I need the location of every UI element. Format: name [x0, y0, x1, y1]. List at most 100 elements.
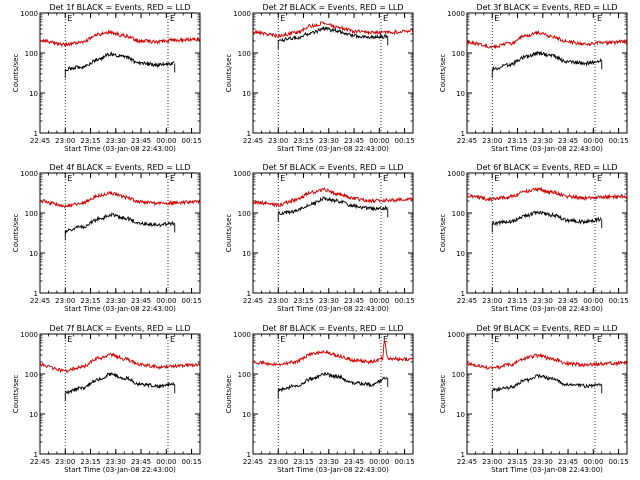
x-tick-label: 23:00: [268, 297, 288, 305]
series-events-line: [492, 373, 602, 393]
x-tick-label: 23:45: [131, 297, 151, 305]
x-tick-label: 00:15: [608, 297, 628, 305]
y-axis-label: Counts/sec: [225, 375, 233, 414]
event-marker-label: E: [494, 174, 499, 183]
panel-title: Det 9f BLACK = Events, RED = LLD: [476, 324, 617, 333]
series-lld-line: [252, 21, 414, 39]
x-tick-label: 00:15: [394, 458, 414, 466]
x-tick-label: 23:30: [319, 297, 339, 305]
x-axis-label: Start Time (03-Jan-08 22:43:00): [64, 305, 176, 313]
x-tick-label: 22:45: [243, 137, 263, 145]
panel-det-6f: Det 6f BLACK = Events, RED = LLD 1 10 100 10…: [439, 163, 629, 313]
y-axis-label: Counts/sec: [225, 54, 233, 93]
y-axis-label: Counts/sec: [12, 214, 20, 253]
event-marker-label: E: [597, 174, 602, 183]
plot-frame: [39, 172, 201, 294]
y-tick-label: 1000: [233, 331, 251, 339]
y-tick-label: 1: [247, 290, 251, 298]
event-marker-label: E: [67, 174, 72, 183]
x-tick-label: 23:00: [482, 137, 502, 145]
x-tick-label: 23:30: [106, 137, 126, 145]
y-tick-label: 10: [456, 411, 465, 419]
event-marker-label: E: [170, 174, 175, 183]
panel-title: Det 3f BLACK = Events, RED = LLD: [476, 3, 617, 12]
x-tick-label: 23:00: [55, 137, 75, 145]
event-marker-label: E: [280, 335, 285, 344]
panel-det-7f: Det 7f BLACK = Events, RED = LLD 1 10 100 10…: [12, 324, 202, 474]
x-tick-label: 23:45: [558, 297, 578, 305]
series-events-line: [278, 25, 388, 43]
x-tick-label: 23:15: [507, 458, 527, 466]
series-events-line: [64, 372, 175, 395]
x-tick-label: 22:45: [457, 137, 477, 145]
series-events-line: [64, 51, 175, 72]
x-axis-label: Start Time (03-Jan-08 22:43:00): [64, 466, 176, 474]
y-tick-label: 1000: [20, 10, 38, 18]
x-tick-label: 22:45: [30, 137, 50, 145]
plot-frame: [39, 12, 201, 134]
series-lld-line: [252, 187, 414, 208]
event-marker-label: E: [170, 335, 175, 344]
y-tick-label: 1000: [20, 331, 38, 339]
series-lld-line: [466, 29, 628, 50]
x-tick-label: 00:00: [583, 458, 603, 466]
series-events-line: [64, 212, 175, 234]
plot-frame: [466, 333, 628, 455]
plot-frame: [466, 172, 628, 294]
series-events-line: [278, 196, 388, 216]
x-tick-label: 22:45: [457, 297, 477, 305]
x-axis-label: Start Time (03-Jan-08 22:43:00): [277, 145, 389, 153]
y-tick-label: 10: [242, 250, 251, 258]
panel-title: Det 5f BLACK = Events, RED = LLD: [262, 163, 403, 172]
y-tick-label: 10: [242, 90, 251, 98]
event-marker-label: E: [67, 14, 72, 23]
x-tick-label: 23:45: [558, 137, 578, 145]
panel-det-1f: Det 1f BLACK = Events, RED = LLD 1 10 100 10…: [12, 3, 202, 153]
y-tick-label: 100: [452, 210, 465, 218]
x-tick-label: 23:30: [533, 297, 553, 305]
y-tick-label: 1000: [447, 170, 465, 178]
event-marker-label: E: [383, 14, 388, 23]
series-lld-line: [466, 186, 628, 203]
y-tick-label: 100: [238, 50, 251, 58]
event-marker-label: E: [494, 335, 499, 344]
y-tick-label: 1000: [447, 331, 465, 339]
x-tick-label: 00:00: [156, 137, 176, 145]
x-tick-label: 00:15: [608, 137, 628, 145]
panel-det-5f: Det 5f BLACK = Events, RED = LLD 1 10 100 10…: [225, 163, 415, 313]
x-tick-label: 23:45: [558, 458, 578, 466]
x-tick-label: 23:45: [344, 137, 364, 145]
y-tick-label: 10: [29, 411, 38, 419]
y-tick-label: 1: [34, 290, 38, 298]
y-tick-label: 10: [456, 90, 465, 98]
y-tick-label: 100: [452, 50, 465, 58]
x-tick-label: 23:45: [344, 458, 364, 466]
x-axis-label: Start Time (03-Jan-08 22:43:00): [64, 145, 176, 153]
y-tick-label: 100: [238, 371, 251, 379]
event-marker-label: E: [67, 335, 72, 344]
panel-title: Det 2f BLACK = Events, RED = LLD: [262, 3, 403, 12]
panel-det-2f: Det 2f BLACK = Events, RED = LLD 1 10 100 10…: [225, 3, 415, 153]
y-tick-label: 100: [25, 371, 38, 379]
y-axis-label: Counts/sec: [12, 375, 20, 414]
x-tick-label: 23:45: [131, 458, 151, 466]
x-tick-label: 00:15: [181, 458, 201, 466]
x-tick-label: 00:15: [394, 137, 414, 145]
x-tick-label: 22:45: [30, 458, 50, 466]
x-tick-label: 00:00: [583, 297, 603, 305]
x-tick-label: 23:00: [482, 297, 502, 305]
y-tick-label: 1000: [20, 170, 38, 178]
y-tick-label: 1000: [233, 10, 251, 18]
x-tick-label: 23:30: [533, 458, 553, 466]
x-tick-label: 00:00: [156, 297, 176, 305]
x-tick-label: 22:45: [457, 458, 477, 466]
x-tick-label: 00:15: [181, 297, 201, 305]
panel-det-9f: Det 9f BLACK = Events, RED = LLD 1 10 100 10…: [439, 324, 629, 474]
y-axis-label: Counts/sec: [439, 54, 447, 93]
series-lld-line: [39, 352, 201, 374]
panel-det-4f: Det 4f BLACK = Events, RED = LLD 1 10 100 10…: [12, 163, 202, 313]
plot-frame: [466, 12, 628, 134]
series-lld-line: [39, 191, 201, 209]
x-tick-label: 23:15: [507, 137, 527, 145]
